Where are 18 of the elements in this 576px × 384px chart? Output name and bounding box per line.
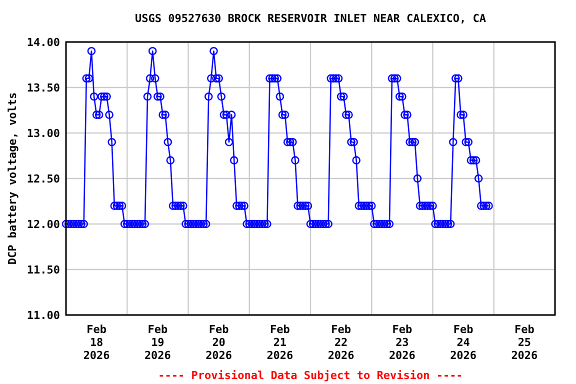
x-tick-label: Feb 23 2026 [388, 323, 416, 362]
x-tick-label: Feb 24 2026 [450, 323, 477, 362]
x-tick-label: Feb 19 2026 [144, 323, 172, 362]
y-tick-label: 13.50 [26, 82, 60, 94]
y-axis-title: DCP battery voltage, volts [6, 92, 19, 265]
y-tick-label: 12.00 [26, 218, 60, 231]
x-tick-label: Feb 22 2026 [328, 323, 355, 362]
x-tick-label: Feb 21 2026 [266, 323, 294, 362]
x-tick-label: Feb 18 2026 [83, 323, 110, 362]
y-tick-label: 11.50 [26, 264, 60, 276]
x-tick-label: Feb 20 2026 [206, 323, 232, 362]
x-tick-label: Feb 25 2026 [511, 323, 538, 362]
y-tick-label: 11.00 [26, 309, 60, 322]
chart-title: USGS 09527630 BROCK RESERVOIR INLET NEAR CALEXICO, CA [135, 12, 486, 25]
y-tick-label: 13.00 [26, 127, 60, 140]
text: ---- Provisional Data Subject to Revision ---- [158, 369, 463, 382]
y-tick-label: 12.50 [26, 172, 60, 186]
y-tick-label: 14.00 [26, 36, 60, 49]
